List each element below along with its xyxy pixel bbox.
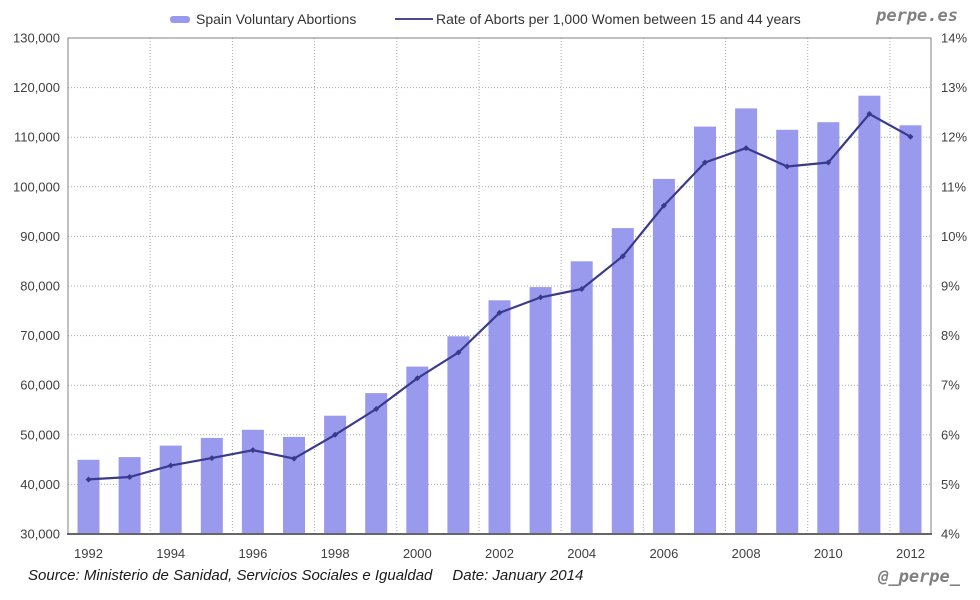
right-axis-tick: 4%: [941, 527, 960, 542]
legend-item-abortions: Spain Voluntary Abortions: [170, 11, 356, 27]
x-axis-tick: 2012: [896, 546, 925, 561]
bar-2011: [858, 95, 881, 534]
right-axis-tick: 7%: [941, 378, 960, 393]
rate-marker-1996: [249, 447, 256, 454]
twitter-handle: @_perpe_: [878, 567, 960, 587]
rate-marker-2008: [743, 145, 750, 152]
left-axis-tick: 40,000: [20, 477, 60, 492]
left-axis-tick: 80,000: [20, 279, 60, 294]
x-axis-tick: 2002: [485, 546, 514, 561]
right-axis-tick: 9%: [941, 279, 960, 294]
left-axis-tick: 90,000: [20, 229, 60, 244]
bar-2009: [776, 129, 799, 535]
left-axis-tick: 60,000: [20, 378, 60, 393]
rate-marker-1994: [167, 462, 174, 469]
line-series-swatch-icon: [395, 18, 433, 20]
footer: Source: Ministerio de Sanidad, Servicios…: [28, 567, 583, 584]
source-text: Source: Ministerio de Sanidad, Servicios…: [28, 567, 433, 584]
x-axis-tick: 1998: [321, 546, 350, 561]
bar-2003: [529, 287, 552, 534]
bar-2001: [447, 336, 470, 534]
rate-marker-2010: [825, 159, 832, 166]
right-axis-tick: 13%: [941, 80, 967, 95]
right-axis-tick: 6%: [941, 427, 960, 442]
rate-marker-1998: [332, 431, 339, 438]
left-axis-tick: 130,000: [13, 31, 60, 46]
site-logo: perpe.es: [876, 6, 958, 26]
rate-marker-1992: [85, 476, 92, 483]
rate-marker-2007: [701, 159, 708, 166]
bar-2006: [652, 178, 675, 534]
rate-marker-2005: [619, 253, 626, 260]
rate-marker-2000: [414, 375, 421, 382]
legend-label-rate: Rate of Aborts per 1,000 Women between 1…: [436, 11, 801, 27]
left-axis-tick: 70,000: [20, 328, 60, 343]
rate-marker-2012: [907, 133, 914, 140]
bar-2004: [570, 261, 593, 534]
right-axis-tick: 10%: [941, 229, 967, 244]
bar-1998: [324, 415, 347, 534]
rate-marker-1995: [208, 455, 215, 462]
x-axis-tick: 2008: [732, 546, 761, 561]
bar-2005: [611, 228, 634, 534]
bar-2008: [735, 108, 758, 535]
bar-1996: [241, 429, 264, 534]
x-axis-tick: 2006: [649, 546, 678, 561]
left-axis-tick: 100,000: [13, 179, 60, 194]
bar-1995: [200, 437, 223, 534]
rate-marker-2003: [537, 294, 544, 301]
bar-2012: [899, 125, 922, 535]
bar-1994: [159, 445, 182, 534]
x-axis-tick: 2004: [567, 546, 596, 561]
right-axis-tick: 8%: [941, 328, 960, 343]
rate-marker-2001: [455, 349, 462, 356]
bar-2002: [488, 300, 511, 534]
rate-marker-1999: [373, 406, 380, 413]
left-axis-tick: 30,000: [20, 527, 60, 542]
x-axis-tick: 2000: [403, 546, 432, 561]
x-axis-tick: 1992: [74, 546, 103, 561]
x-axis-tick: 2010: [814, 546, 843, 561]
bar-1997: [283, 436, 305, 534]
right-axis-tick: 11%: [941, 179, 966, 194]
x-axis-tick: 1994: [156, 546, 185, 561]
rate-marker-2002: [496, 309, 503, 316]
rate-marker-1993: [126, 473, 133, 480]
bar-2007: [694, 126, 716, 534]
date-text: Date: January 2014: [452, 567, 584, 584]
left-axis-tick: 110,000: [14, 130, 60, 145]
rate-marker-2004: [578, 285, 585, 292]
rate-marker-1997: [291, 455, 298, 462]
right-axis-tick: 14%: [941, 31, 967, 46]
bar-1992: [77, 459, 100, 534]
rate-marker-2006: [660, 202, 667, 209]
right-axis-tick: 12%: [941, 130, 967, 145]
bar-1993: [118, 457, 141, 534]
bar-1999: [365, 393, 388, 534]
right-axis-tick: 5%: [941, 477, 960, 492]
rate-marker-2011: [866, 110, 873, 117]
left-axis-tick: 50,000: [20, 427, 60, 442]
left-axis-tick: 120,000: [13, 80, 60, 95]
bar-2000: [406, 366, 429, 534]
rate-marker-2009: [784, 163, 791, 170]
x-axis-tick: 1996: [238, 546, 267, 561]
legend-label-abortions: Spain Voluntary Abortions: [196, 11, 357, 27]
bar-series-swatch-icon: [170, 15, 190, 23]
bar-2010: [817, 122, 840, 534]
legend-item-rate: Rate of Aborts per 1,000 Women between 1…: [395, 11, 801, 27]
